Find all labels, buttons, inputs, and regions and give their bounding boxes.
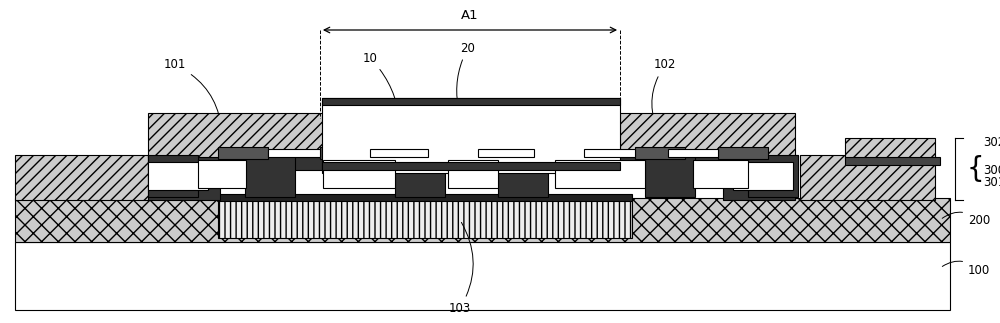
Bar bbox=[148, 155, 198, 197]
Bar bbox=[448, 160, 498, 188]
Bar bbox=[322, 98, 620, 105]
Bar bbox=[645, 155, 695, 197]
Bar bbox=[498, 155, 548, 197]
Bar bbox=[478, 149, 534, 157]
Bar bbox=[323, 160, 395, 188]
Bar bbox=[148, 155, 220, 200]
Text: 10: 10 bbox=[363, 51, 400, 127]
Bar bbox=[268, 149, 320, 157]
Text: A1: A1 bbox=[461, 9, 479, 22]
Bar bbox=[322, 98, 620, 173]
Text: {: { bbox=[967, 155, 985, 183]
Text: 301: 301 bbox=[983, 176, 1000, 190]
Bar bbox=[395, 155, 445, 197]
Bar bbox=[148, 113, 323, 157]
Bar bbox=[198, 160, 246, 188]
Bar bbox=[15, 155, 150, 200]
Bar bbox=[718, 147, 768, 159]
Bar bbox=[555, 160, 645, 188]
Bar bbox=[845, 138, 935, 158]
Bar bbox=[800, 155, 935, 200]
Bar bbox=[620, 113, 795, 157]
Text: 101: 101 bbox=[164, 58, 222, 132]
Bar bbox=[584, 149, 635, 157]
Bar bbox=[15, 198, 950, 242]
Bar bbox=[218, 194, 632, 201]
Text: 102: 102 bbox=[652, 58, 676, 132]
Bar bbox=[322, 162, 620, 170]
Bar bbox=[370, 149, 428, 157]
Bar bbox=[245, 155, 295, 197]
Bar bbox=[693, 160, 748, 188]
Text: 300: 300 bbox=[983, 163, 1000, 176]
Text: 20: 20 bbox=[457, 41, 475, 112]
Bar bbox=[534, 147, 584, 159]
Bar bbox=[635, 147, 685, 159]
Text: 200: 200 bbox=[942, 212, 990, 226]
Bar bbox=[845, 157, 940, 165]
Bar bbox=[428, 147, 478, 159]
Bar bbox=[668, 149, 718, 157]
Bar bbox=[148, 162, 208, 190]
Bar bbox=[320, 147, 370, 159]
Bar bbox=[218, 147, 268, 159]
Bar bbox=[723, 155, 795, 200]
Bar bbox=[148, 155, 798, 170]
Text: 302: 302 bbox=[983, 137, 1000, 150]
Text: 100: 100 bbox=[942, 261, 990, 276]
Bar bbox=[218, 200, 632, 238]
Bar bbox=[733, 162, 793, 190]
Bar bbox=[15, 242, 950, 310]
Bar bbox=[748, 155, 798, 197]
Text: 103: 103 bbox=[449, 223, 473, 315]
